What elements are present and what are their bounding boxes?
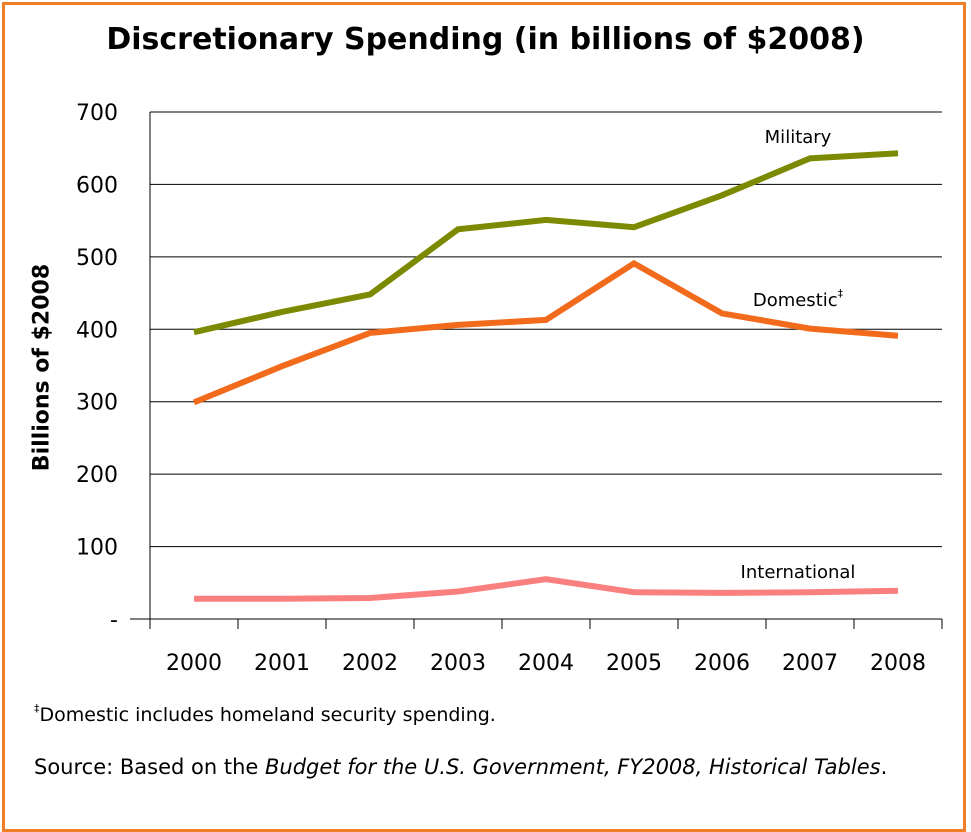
- source-suffix: .: [880, 755, 888, 779]
- x-tick-label: 2002: [342, 651, 398, 676]
- line-chart: - 100 200 300 400 500 600 700 2000 2001 2002 2003 20…: [76, 101, 943, 676]
- chart-title: Discretionary Spending (in billions of $…: [106, 22, 865, 57]
- x-tick-label: 2005: [606, 651, 662, 676]
- y-tick-label: 500: [76, 246, 118, 271]
- y-tick-label: 600: [76, 173, 118, 198]
- source-note: Source: Based on the Budget for the U.S.…: [34, 752, 934, 782]
- series-line: [193, 150, 899, 336]
- series-label: Domestic‡: [753, 287, 844, 311]
- y-tick-label: 700: [76, 101, 118, 126]
- y-tick-label: -: [110, 608, 118, 633]
- series-line: [192, 259, 899, 406]
- x-tick-label: 2000: [166, 651, 222, 676]
- series-label-mark: ‡: [838, 287, 844, 300]
- footnote-mark: ‡: [34, 702, 40, 715]
- footnote: ‡Domestic includes homeland security spe…: [34, 702, 496, 726]
- footnote-text: Domestic includes homeland security spen…: [39, 704, 496, 726]
- series-line: [194, 576, 899, 602]
- x-tick-label: 2007: [782, 651, 838, 676]
- x-tick-label: 2003: [430, 651, 486, 676]
- y-tick-label: 200: [76, 463, 118, 488]
- x-tick-label: 2008: [870, 651, 926, 676]
- series-label: Military: [765, 127, 832, 148]
- x-tick-label: 2006: [694, 651, 750, 676]
- source-prefix: Source: Based on the: [34, 755, 265, 779]
- y-tick-label: 300: [76, 391, 118, 416]
- series-label: International: [741, 562, 856, 583]
- y-tick-label: 100: [76, 536, 118, 561]
- x-tick-label: 2004: [518, 651, 574, 676]
- y-tick-label: 400: [76, 318, 118, 343]
- x-tick-label: 2001: [254, 651, 310, 676]
- source-title: Budget for the U.S. Government, FY2008, …: [265, 755, 881, 779]
